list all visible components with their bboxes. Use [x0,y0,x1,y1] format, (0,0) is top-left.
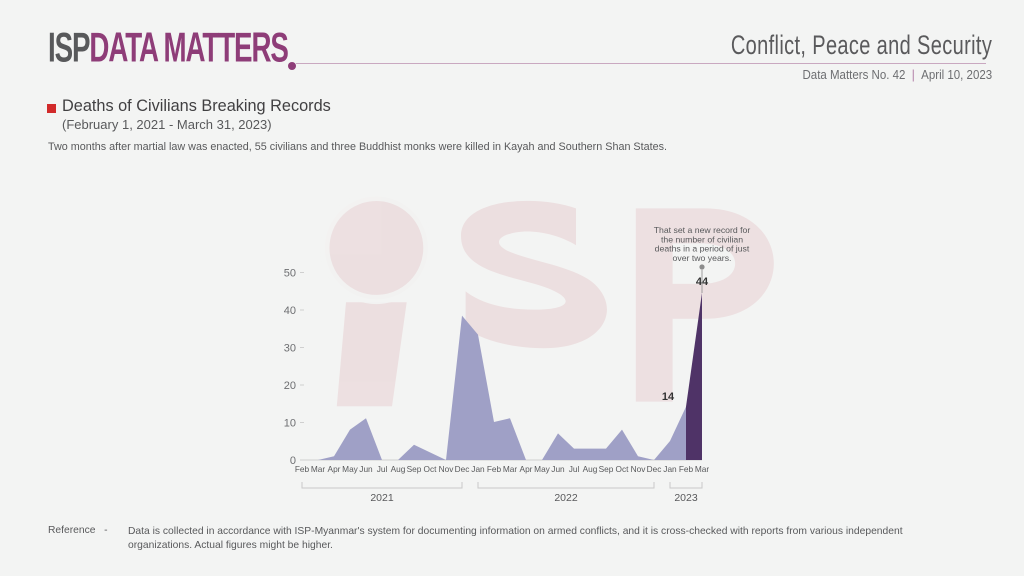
svg-text:14: 14 [662,391,675,403]
svg-text:2023: 2023 [674,492,698,504]
svg-text:30: 30 [284,343,296,355]
svg-text:50: 50 [284,268,296,280]
svg-text:10: 10 [284,418,296,430]
svg-text:2021: 2021 [370,492,394,504]
svg-text:over two years.: over two years. [673,253,732,263]
svg-text:2022: 2022 [554,492,578,504]
svg-text:20: 20 [284,380,296,392]
svg-text:40: 40 [284,305,296,317]
